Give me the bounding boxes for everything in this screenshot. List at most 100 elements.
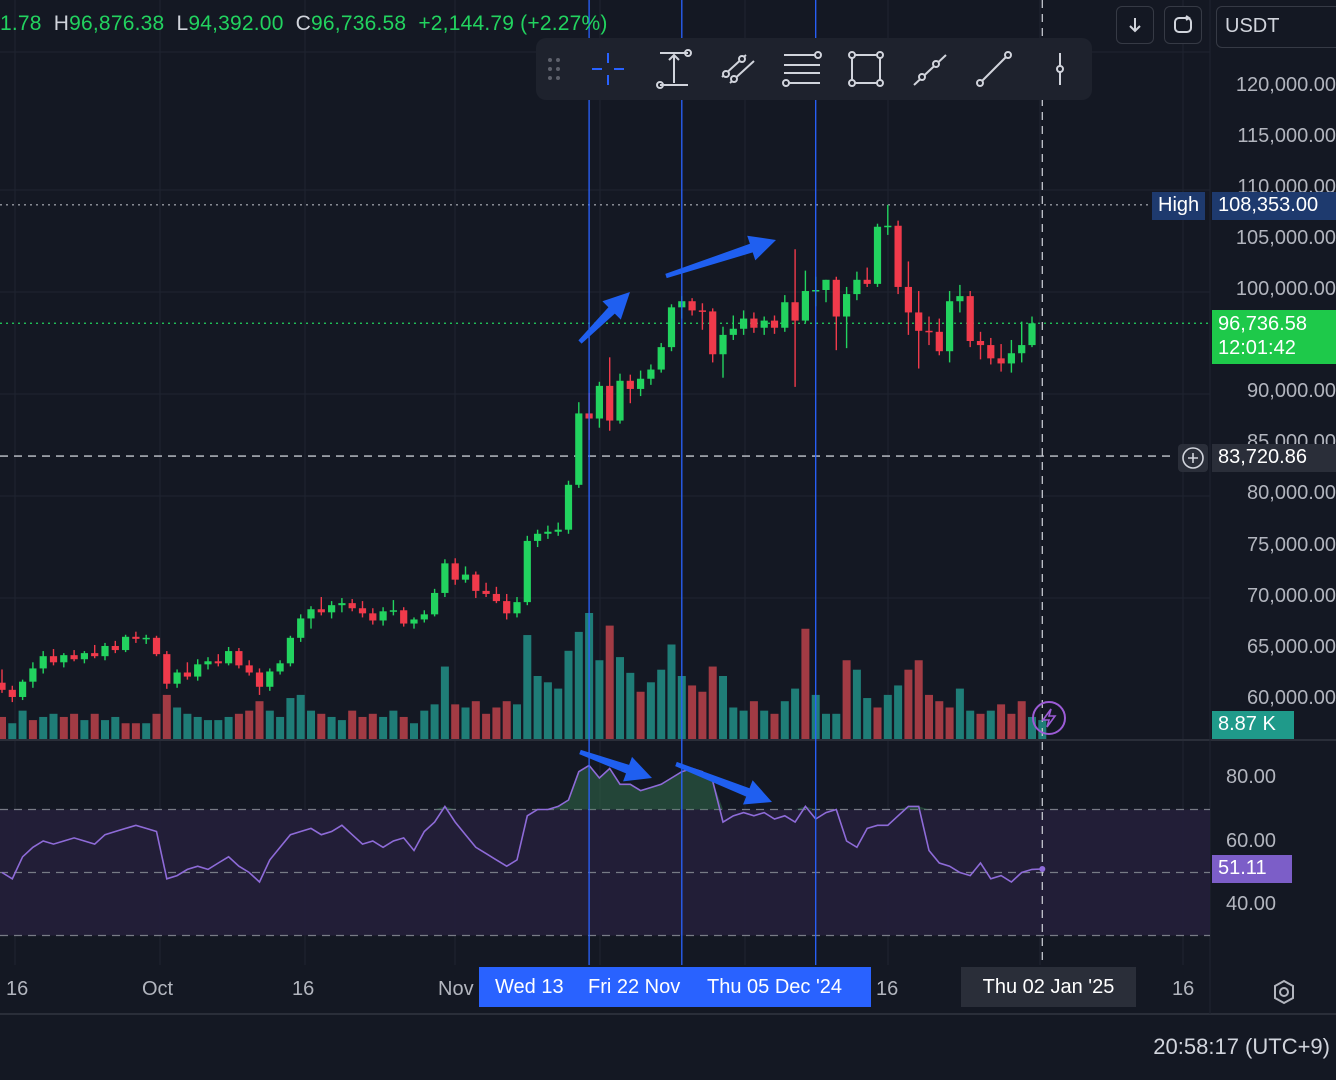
chart-settings-button[interactable] — [1270, 978, 1298, 1011]
candle-body — [503, 601, 511, 614]
candle-body — [297, 618, 305, 638]
candle-body — [204, 661, 212, 665]
drag-handle[interactable] — [536, 46, 572, 92]
volume-bar — [925, 694, 933, 739]
candle-body — [657, 347, 665, 370]
crosshair-price-tag: 83,720.86 — [1212, 444, 1336, 472]
volume-bar — [214, 720, 223, 739]
add-alert-button[interactable] — [1178, 444, 1208, 472]
candle-body — [606, 385, 614, 421]
currency-value: USDT — [1225, 15, 1280, 37]
events-button[interactable] — [1032, 701, 1066, 735]
volume-bar — [955, 688, 964, 739]
price-tick: 120,000.00 — [1235, 74, 1336, 96]
trend-channel-tool[interactable] — [714, 46, 762, 92]
volume-bar — [657, 669, 666, 739]
range-end-date: Thu 05 Dec '24 — [707, 975, 843, 998]
volume-bar — [111, 716, 120, 739]
candle-body — [925, 330, 933, 333]
volume-bar — [307, 710, 315, 739]
volume-bar — [636, 691, 645, 739]
volume-bar — [39, 716, 48, 739]
volume-bar — [842, 660, 851, 739]
volume-bar — [399, 716, 408, 739]
candle-body — [873, 226, 882, 284]
annotation-arrow — [579, 749, 652, 782]
price-tick: 60,000.00 — [1247, 687, 1336, 709]
download-button[interactable] — [1116, 6, 1154, 44]
volume-bar — [389, 710, 398, 739]
candle-body — [554, 529, 562, 532]
volume-bar — [440, 666, 449, 739]
low-label: L — [176, 12, 189, 35]
arrow-down-icon — [1129, 18, 1141, 33]
candle-body — [997, 358, 1005, 364]
ray-tool[interactable] — [906, 46, 954, 92]
volume-bar — [317, 713, 326, 739]
compare-button[interactable] — [1164, 6, 1202, 44]
currency-select[interactable]: USDT — [1216, 6, 1336, 48]
volume-bar — [1017, 701, 1026, 739]
volume-bar — [296, 694, 305, 739]
volume-bar — [80, 720, 89, 739]
volume-bar — [780, 701, 789, 739]
candle-body — [894, 225, 902, 287]
candle-body — [740, 318, 748, 329]
date-range-tool[interactable] — [650, 46, 698, 92]
volume-bar — [101, 720, 109, 739]
last-price-value: 96,736.58 — [1218, 313, 1307, 335]
candle-body — [637, 378, 645, 389]
price-tick: 70,000.00 — [1247, 585, 1336, 607]
high-tag-label: High — [1152, 192, 1206, 220]
price-tick: 85,000.00 — [1247, 431, 1336, 445]
crosshair-tool[interactable] — [584, 46, 632, 92]
volume-tag: 8.87 K — [1212, 711, 1294, 739]
fib-retracement-tool[interactable] — [778, 46, 826, 92]
candle-body — [8, 689, 16, 697]
candle-body — [338, 603, 346, 606]
volume-bar — [574, 631, 583, 739]
candle-body — [832, 279, 840, 317]
volume-bar — [492, 707, 501, 739]
volume-bar — [646, 682, 655, 739]
candle-body — [142, 637, 150, 640]
volume-bar — [152, 713, 161, 739]
candle-body — [19, 681, 27, 697]
candle-body — [420, 614, 428, 620]
volume-bar — [368, 713, 377, 739]
volume-bar — [28, 720, 37, 739]
volume-bar — [760, 710, 769, 739]
last-price-tag: 96,736.58 12:01:42 — [1212, 310, 1336, 364]
rectangle-tool[interactable] — [842, 46, 890, 92]
volume-bar — [49, 713, 58, 739]
selected-date-range[interactable]: Wed 13 Fri 22 Nov Thu 05 Dec '24 — [479, 967, 871, 1007]
candle-body — [946, 301, 954, 352]
volume-bar — [894, 685, 903, 739]
volume-bar — [966, 710, 975, 739]
volume-bar — [626, 672, 635, 739]
date-range-icon — [656, 49, 692, 89]
volume-bar — [183, 713, 192, 739]
candle-body — [317, 609, 325, 613]
volume-bar — [822, 713, 830, 739]
candle-body — [266, 671, 274, 687]
time-label: Nov — [438, 978, 474, 1000]
volume-bar — [914, 660, 923, 739]
swap-icon — [1174, 15, 1192, 33]
vertical-line-tool[interactable] — [1036, 46, 1084, 92]
candle-body — [884, 225, 892, 228]
volume-bar — [997, 704, 1006, 739]
volume-bar — [430, 704, 439, 739]
volume-bar — [729, 707, 738, 739]
volume-bar — [224, 716, 233, 739]
volume-bar — [513, 704, 521, 739]
candle-body — [616, 380, 624, 421]
ohlc-legend: 1.78 H96,876.38 L94,392.00 C96,736.58 +2… — [0, 12, 608, 36]
volume-bar — [0, 716, 6, 739]
trend-line-tool[interactable] — [970, 46, 1018, 92]
volume-bar — [131, 723, 140, 739]
drawing-toolbar — [536, 38, 1092, 100]
candle-body — [91, 653, 99, 657]
volume-bar — [883, 694, 892, 739]
